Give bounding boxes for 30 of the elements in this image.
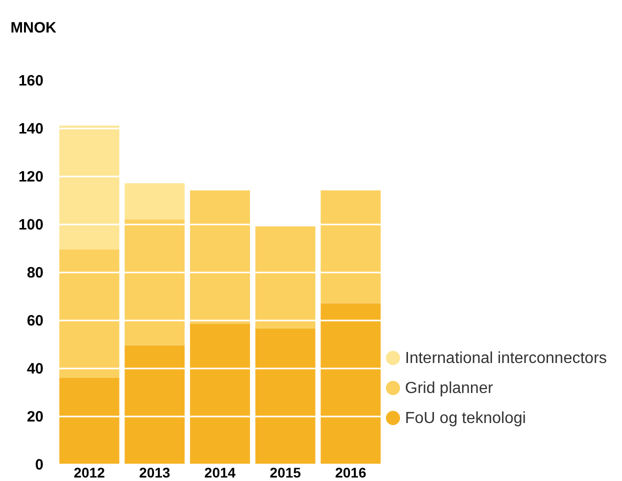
bar (320, 190, 381, 304)
bar (255, 328, 316, 464)
y-tick-label: 80 (26, 264, 44, 282)
y-tick-label: 60 (26, 312, 44, 330)
bar (190, 324, 250, 464)
y-tick-label: 0 (35, 456, 44, 474)
y-tick-label: 100 (18, 216, 44, 234)
x-tick-label: 2014 (204, 464, 236, 480)
y-tick-label: 40 (26, 360, 44, 378)
y-axis-title: MNOK (10, 20, 56, 36)
bar (124, 219, 185, 346)
x-tick-label: 2016 (335, 464, 366, 480)
bar (59, 249, 120, 378)
x-tick-label: 2012 (74, 464, 106, 480)
legend-label: Grid planner (405, 380, 494, 397)
legend-label: International interconnectors (405, 350, 607, 367)
legend-label: FoU og teknologi (405, 410, 526, 427)
y-tick-label: 160 (18, 72, 44, 90)
bar (255, 226, 316, 328)
bar (124, 183, 185, 220)
x-tick-label: 2015 (270, 464, 302, 480)
bar (59, 378, 120, 464)
y-tick-label: 140 (18, 120, 44, 138)
y-tick-label: 120 (18, 168, 44, 186)
bar (190, 190, 250, 324)
bar (124, 345, 185, 464)
y-tick-label: 20 (26, 408, 44, 426)
bar (59, 126, 120, 250)
bar (320, 303, 381, 464)
x-tick-label: 2013 (139, 464, 170, 480)
